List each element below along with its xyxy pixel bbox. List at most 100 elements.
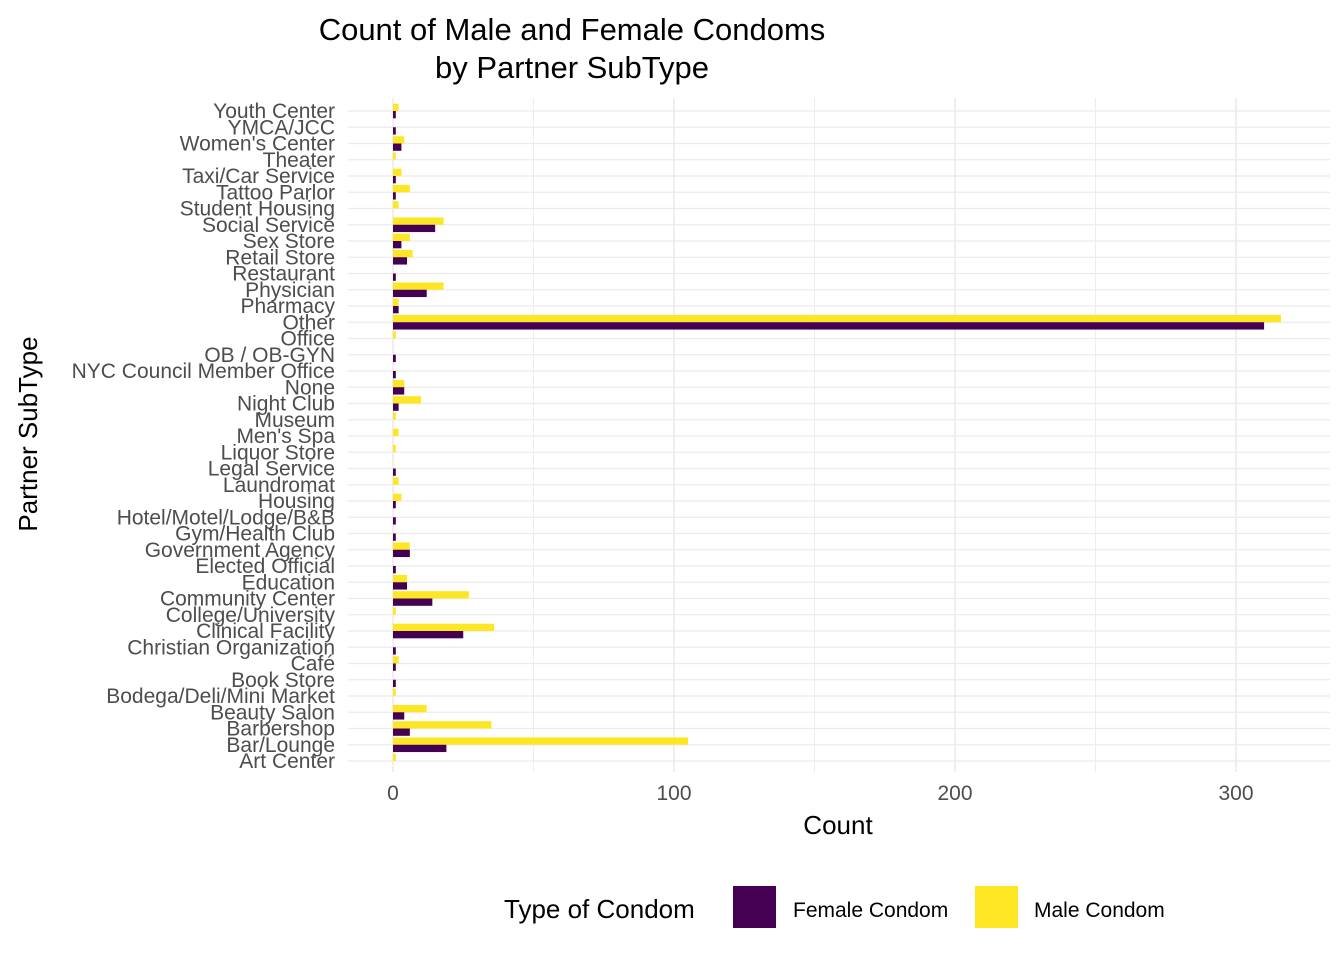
x-axis-title: Count bbox=[803, 810, 873, 840]
bar-female-condom bbox=[393, 111, 396, 119]
y-tick-label: Other bbox=[282, 311, 335, 334]
y-tick-label: Student Housing bbox=[180, 198, 335, 221]
bar-female-condom bbox=[393, 598, 433, 606]
y-tick-label: Beauty Salon bbox=[210, 701, 335, 724]
bar-female-condom bbox=[393, 371, 396, 379]
bar-female-condom bbox=[393, 679, 396, 688]
bar-female-condom bbox=[393, 582, 408, 590]
bar-male-condom bbox=[393, 688, 396, 696]
y-tick-label: Liquor Store bbox=[221, 441, 335, 464]
y-tick-label: Clinical Facility bbox=[196, 620, 335, 643]
bar-female-condom bbox=[393, 354, 396, 363]
legend-label: Male Condom bbox=[1034, 899, 1165, 922]
bar-male-condom bbox=[393, 331, 396, 339]
bar-male-condom bbox=[393, 298, 399, 306]
bar-male-condom bbox=[393, 737, 689, 745]
bar-male-condom bbox=[393, 168, 402, 176]
bar-female-condom bbox=[393, 468, 396, 476]
y-tick-label: Office bbox=[281, 328, 335, 351]
y-tick-label: Government Agency bbox=[145, 539, 336, 562]
y-tick-label: Night Club bbox=[237, 393, 335, 416]
bar-male-condom bbox=[393, 396, 422, 404]
bar-female-condom bbox=[393, 387, 405, 395]
x-tick-labels: 0 100 200 300 bbox=[387, 782, 1253, 805]
y-tick-label: Barbershop bbox=[226, 718, 335, 741]
bar-female-condom bbox=[393, 273, 396, 281]
bar-male-condom bbox=[393, 753, 396, 761]
bar-male-condom bbox=[393, 428, 399, 436]
y-tick-label: Bar/Lounge bbox=[226, 734, 335, 757]
y-tick-label: YMCA/JCC bbox=[228, 116, 335, 139]
y-tick-label: Theater bbox=[263, 149, 335, 172]
bar-female-condom bbox=[393, 663, 396, 671]
legend-key bbox=[975, 886, 1018, 928]
y-tick-label: Pharmacy bbox=[240, 295, 335, 318]
bar-male-condom bbox=[393, 591, 469, 599]
bar-female-condom bbox=[393, 289, 427, 298]
bar-female-condom bbox=[393, 549, 410, 558]
x-tick-label: 100 bbox=[656, 782, 691, 805]
bar-male-condom bbox=[393, 249, 413, 258]
bar-male-condom bbox=[393, 721, 492, 729]
y-tick-label: Sex Store bbox=[243, 230, 335, 253]
y-tick-label: Youth Center bbox=[213, 100, 335, 123]
y-tick-label: Education bbox=[242, 571, 335, 594]
y-tick-label: Restaurant bbox=[232, 263, 335, 286]
bar-female-condom bbox=[393, 306, 399, 314]
bar-male-condom bbox=[393, 477, 399, 485]
x-tick-label: 0 bbox=[387, 782, 399, 805]
bar-female-condom bbox=[393, 712, 405, 720]
bar-female-condom bbox=[393, 176, 396, 184]
bar-male-condom bbox=[393, 412, 396, 420]
bar-female-condom bbox=[393, 224, 436, 233]
y-tick-label: NYC Council Member Office bbox=[72, 360, 335, 383]
y-tick-label: Taxi/Car Service bbox=[182, 165, 335, 188]
bar-male-condom bbox=[393, 656, 399, 664]
bar-female-condom bbox=[393, 143, 402, 151]
chart-title-line: Count of Male and Female Condoms bbox=[319, 12, 826, 47]
bar-female-condom bbox=[393, 403, 399, 411]
x-tick-label: 300 bbox=[1218, 782, 1253, 805]
bar-male-condom bbox=[393, 493, 402, 501]
bar-male-condom bbox=[393, 444, 396, 453]
y-tick-label: None bbox=[285, 376, 335, 399]
y-tick-label: Women's Center bbox=[180, 133, 335, 156]
bar-male-condom bbox=[393, 314, 1281, 323]
bar-male-condom bbox=[393, 103, 399, 111]
bar-female-condom bbox=[393, 192, 396, 200]
legend: Type of Condom Female Condom Male Condom bbox=[504, 886, 1165, 928]
bar-female-condom bbox=[393, 631, 464, 639]
y-tick-label: Book Store bbox=[231, 669, 335, 692]
y-tick-label: Art Center bbox=[239, 750, 335, 773]
y-tick-label: Physician bbox=[245, 279, 335, 302]
chart-title-line: by Partner SubType bbox=[435, 50, 709, 85]
legend-key bbox=[733, 886, 776, 928]
y-axis-title: Partner SubType bbox=[13, 336, 43, 531]
bar-male-condom bbox=[393, 184, 410, 193]
bar-female-condom bbox=[393, 744, 447, 753]
bar-female-condom bbox=[393, 501, 396, 509]
bar-male-condom bbox=[393, 379, 405, 388]
gridlines bbox=[348, 98, 1330, 772]
y-tick-label: Laundromat bbox=[223, 474, 335, 497]
bar-male-condom bbox=[393, 217, 444, 225]
bar-female-condom bbox=[393, 728, 410, 736]
y-tick-label: Hotel/Motel/Lodge/B&B bbox=[117, 506, 335, 529]
bar-female-condom bbox=[393, 647, 396, 655]
bar-male-condom bbox=[393, 152, 396, 160]
y-tick-label: Tattoo Parlor bbox=[216, 181, 335, 204]
y-tick-label: Housing bbox=[258, 490, 335, 513]
bar-male-condom bbox=[393, 233, 410, 241]
x-tick-label: 200 bbox=[937, 782, 972, 805]
bar-male-condom bbox=[393, 607, 396, 615]
legend-label: Female Condom bbox=[793, 899, 948, 922]
y-tick-label: Gym/Health Club bbox=[175, 523, 335, 546]
bar-male-condom bbox=[393, 574, 408, 583]
bar-female-condom bbox=[393, 533, 396, 541]
bar-female-condom bbox=[393, 517, 396, 525]
bar-male-condom bbox=[393, 623, 495, 631]
y-tick-label: Social Service bbox=[202, 214, 335, 237]
bar-female-condom bbox=[393, 322, 1265, 330]
